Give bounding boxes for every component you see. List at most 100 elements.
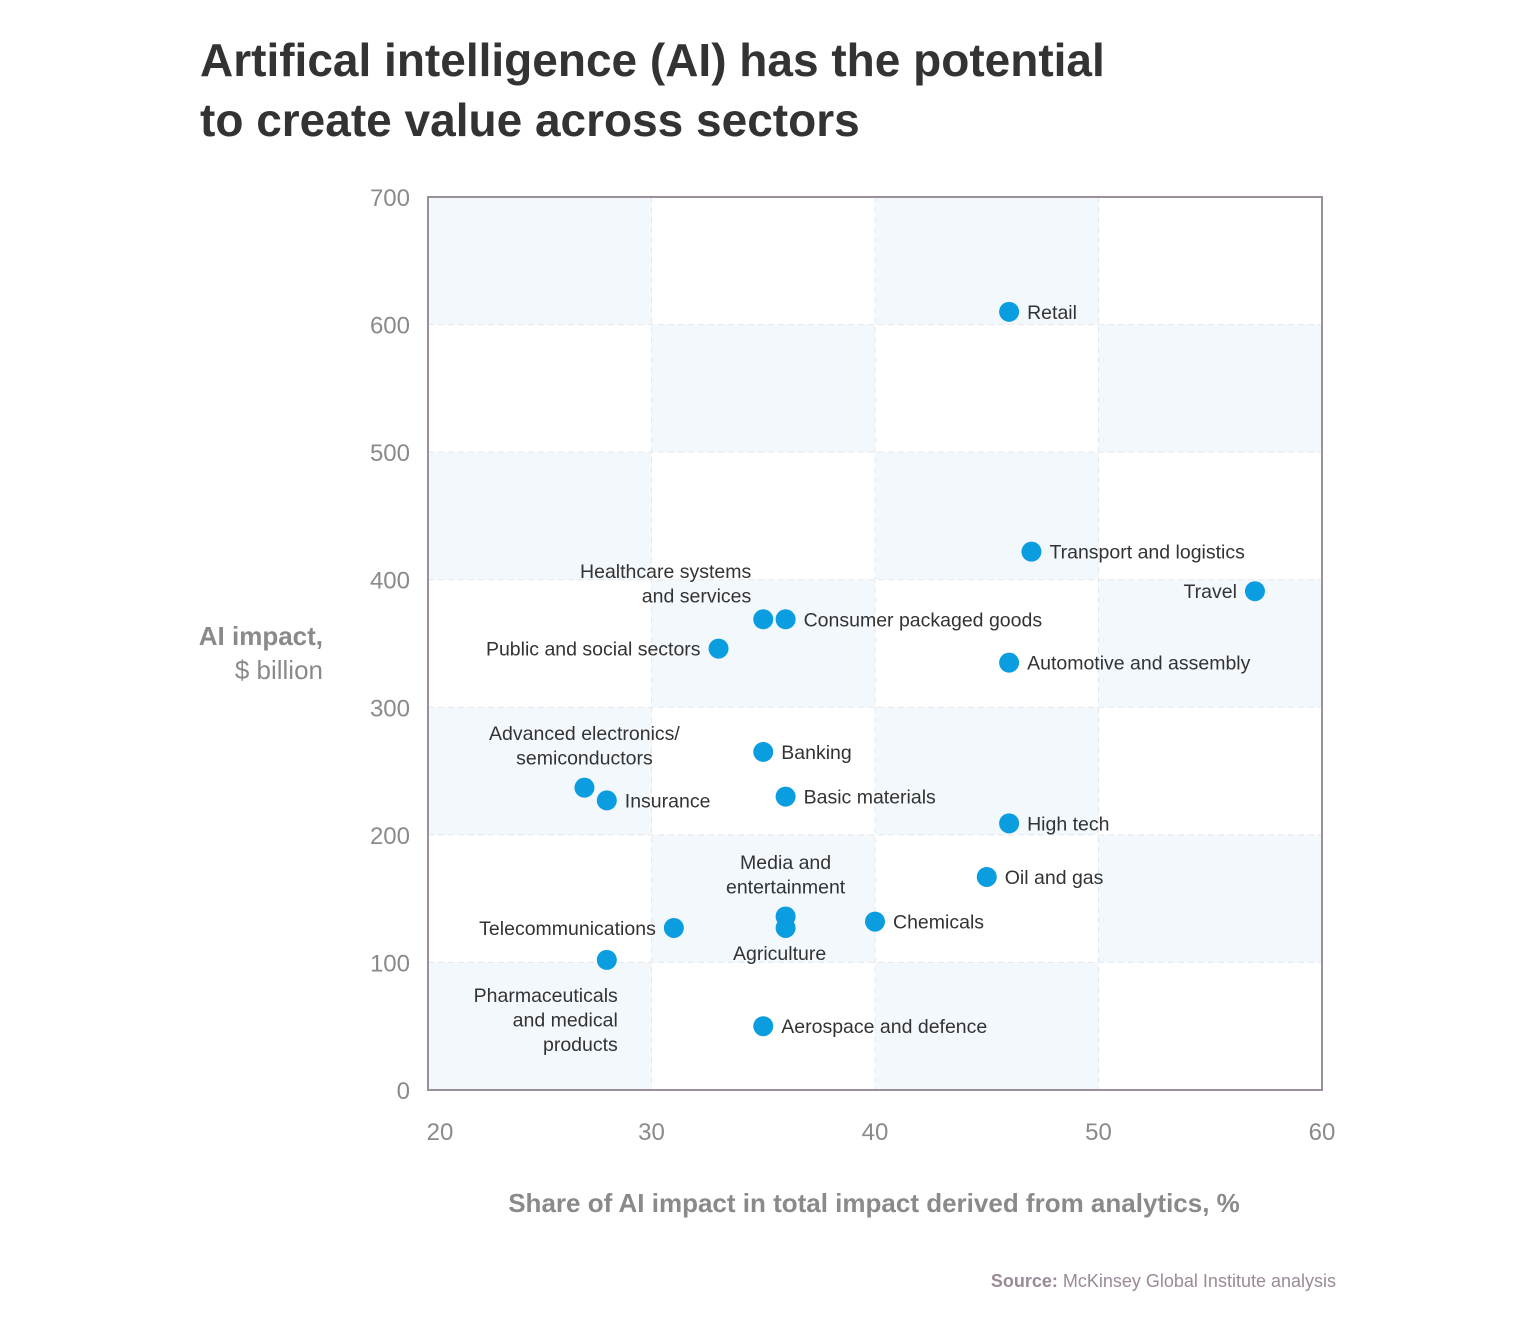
point-label: Automotive and assembly bbox=[1027, 653, 1251, 675]
shaded-cell bbox=[875, 197, 1099, 325]
shaded-cell bbox=[428, 962, 652, 1090]
point-label: Healthcare systems bbox=[580, 561, 751, 583]
shaded-cell bbox=[651, 579, 875, 708]
data-point: Banking bbox=[753, 741, 852, 764]
data-point: Basic materials bbox=[775, 786, 936, 809]
point-marker bbox=[865, 911, 885, 932]
data-point: Advanced electronics/semiconductors bbox=[489, 723, 680, 798]
point-marker bbox=[753, 609, 774, 630]
source-label: Source: bbox=[990, 1271, 1058, 1291]
data-point: High tech bbox=[999, 813, 1109, 835]
point-label: Media and bbox=[740, 852, 831, 874]
x-tick-label: 40 bbox=[862, 1119, 889, 1146]
point-label: products bbox=[543, 1034, 618, 1056]
data-point: Agriculture bbox=[733, 917, 826, 965]
data-point: Telecommunications bbox=[479, 917, 684, 940]
data-points: Retail Transport and logistics Travel Consu… bbox=[474, 301, 1265, 1056]
shaded-cell bbox=[428, 452, 652, 580]
point-marker bbox=[999, 301, 1020, 322]
point-label: Consumer packaged goods bbox=[804, 609, 1043, 631]
point-label: Advanced electronics/ bbox=[489, 723, 680, 745]
point-marker bbox=[775, 786, 796, 807]
shaded-cell bbox=[875, 962, 1099, 1090]
x-tick-label: 60 bbox=[1309, 1119, 1336, 1146]
point-marker bbox=[999, 813, 1020, 834]
point-label: High tech bbox=[1027, 813, 1109, 835]
point-marker bbox=[1244, 581, 1265, 602]
point-label: and services bbox=[642, 585, 752, 607]
point-label: Telecommunications bbox=[479, 918, 656, 940]
y-axis-title-line-2: $ billion bbox=[235, 655, 323, 685]
source-note: Source: McKinsey Global Institute analys… bbox=[991, 1271, 1336, 1292]
shaded-cell bbox=[875, 452, 1099, 580]
data-point: Automotive and assembly bbox=[999, 652, 1251, 675]
shaded-cell bbox=[875, 707, 1099, 835]
point-marker bbox=[574, 777, 595, 798]
point-label: Banking bbox=[781, 742, 851, 764]
data-point: Chemicals bbox=[865, 911, 984, 934]
y-tick-label: 700 bbox=[370, 185, 410, 212]
point-label: Transport and logistics bbox=[1049, 542, 1245, 564]
point-marker bbox=[1021, 541, 1042, 562]
x-tick-label: 50 bbox=[1085, 1119, 1112, 1146]
shaded-cell bbox=[428, 707, 652, 835]
data-point: Consumer packaged goods bbox=[775, 609, 1043, 631]
source-text: McKinsey Global Institute analysis bbox=[1057, 1271, 1336, 1291]
gridlines bbox=[428, 197, 1322, 1090]
point-marker bbox=[596, 949, 617, 970]
point-label: entertainment bbox=[726, 877, 846, 899]
point-marker bbox=[596, 790, 617, 811]
point-marker bbox=[753, 1016, 774, 1037]
point-label: Basic materials bbox=[804, 787, 936, 809]
point-label: Travel bbox=[1183, 581, 1236, 603]
x-axis-title: Share of AI impact in total impact deriv… bbox=[508, 1188, 1240, 1218]
shaded-cell bbox=[1098, 834, 1322, 963]
title-line-2: to create value across sectors bbox=[200, 94, 860, 146]
shaded-cell bbox=[651, 834, 875, 963]
point-marker bbox=[753, 741, 774, 762]
data-point: Public and social sectors bbox=[486, 638, 729, 661]
point-label: Retail bbox=[1027, 302, 1077, 324]
point-marker bbox=[976, 866, 997, 887]
point-label: Public and social sectors bbox=[486, 639, 701, 661]
plot-frame bbox=[427, 196, 1323, 1091]
y-tick-label: 300 bbox=[370, 695, 410, 722]
point-marker bbox=[708, 638, 729, 659]
y-tick-label: 600 bbox=[370, 313, 410, 340]
title-line-1: Artifical intelligence (AI) has the pote… bbox=[200, 34, 1105, 86]
chart-title: Artifical intelligence (AI) has the pote… bbox=[200, 30, 1105, 150]
y-tick-label: 100 bbox=[370, 950, 410, 977]
y-axis-title-line-1: AI impact, bbox=[199, 621, 323, 651]
y-tick-label: 0 bbox=[397, 1078, 410, 1105]
shaded-cell bbox=[428, 197, 652, 325]
data-point: Transport and logistics bbox=[1021, 541, 1245, 564]
point-label: and medical bbox=[513, 1009, 618, 1031]
data-point: Aerospace and defence bbox=[753, 1016, 987, 1038]
point-label: Pharmaceuticals bbox=[474, 985, 618, 1007]
shaded-cell bbox=[651, 324, 875, 453]
point-label: Agriculture bbox=[733, 943, 826, 965]
point-label: Chemicals bbox=[893, 912, 984, 934]
point-label: Oil and gas bbox=[1005, 867, 1104, 889]
data-point: Travel bbox=[1183, 581, 1265, 603]
point-label: semiconductors bbox=[516, 748, 653, 770]
data-point: Oil and gas bbox=[976, 866, 1104, 889]
x-tick-label: 30 bbox=[638, 1119, 665, 1146]
y-tick-label: 400 bbox=[370, 568, 410, 595]
data-point: Retail bbox=[999, 301, 1077, 324]
data-point: Insurance bbox=[596, 790, 711, 812]
y-tick-label: 200 bbox=[370, 823, 410, 850]
point-marker bbox=[999, 652, 1020, 673]
y-tick-label: 500 bbox=[370, 440, 410, 467]
point-label: Aerospace and defence bbox=[781, 1016, 987, 1038]
point-marker bbox=[663, 917, 684, 938]
shaded-cell bbox=[1098, 324, 1322, 453]
point-marker bbox=[775, 609, 796, 630]
point-label: Insurance bbox=[625, 790, 711, 812]
x-tick-label: 20 bbox=[427, 1119, 454, 1146]
point-marker bbox=[775, 917, 796, 938]
